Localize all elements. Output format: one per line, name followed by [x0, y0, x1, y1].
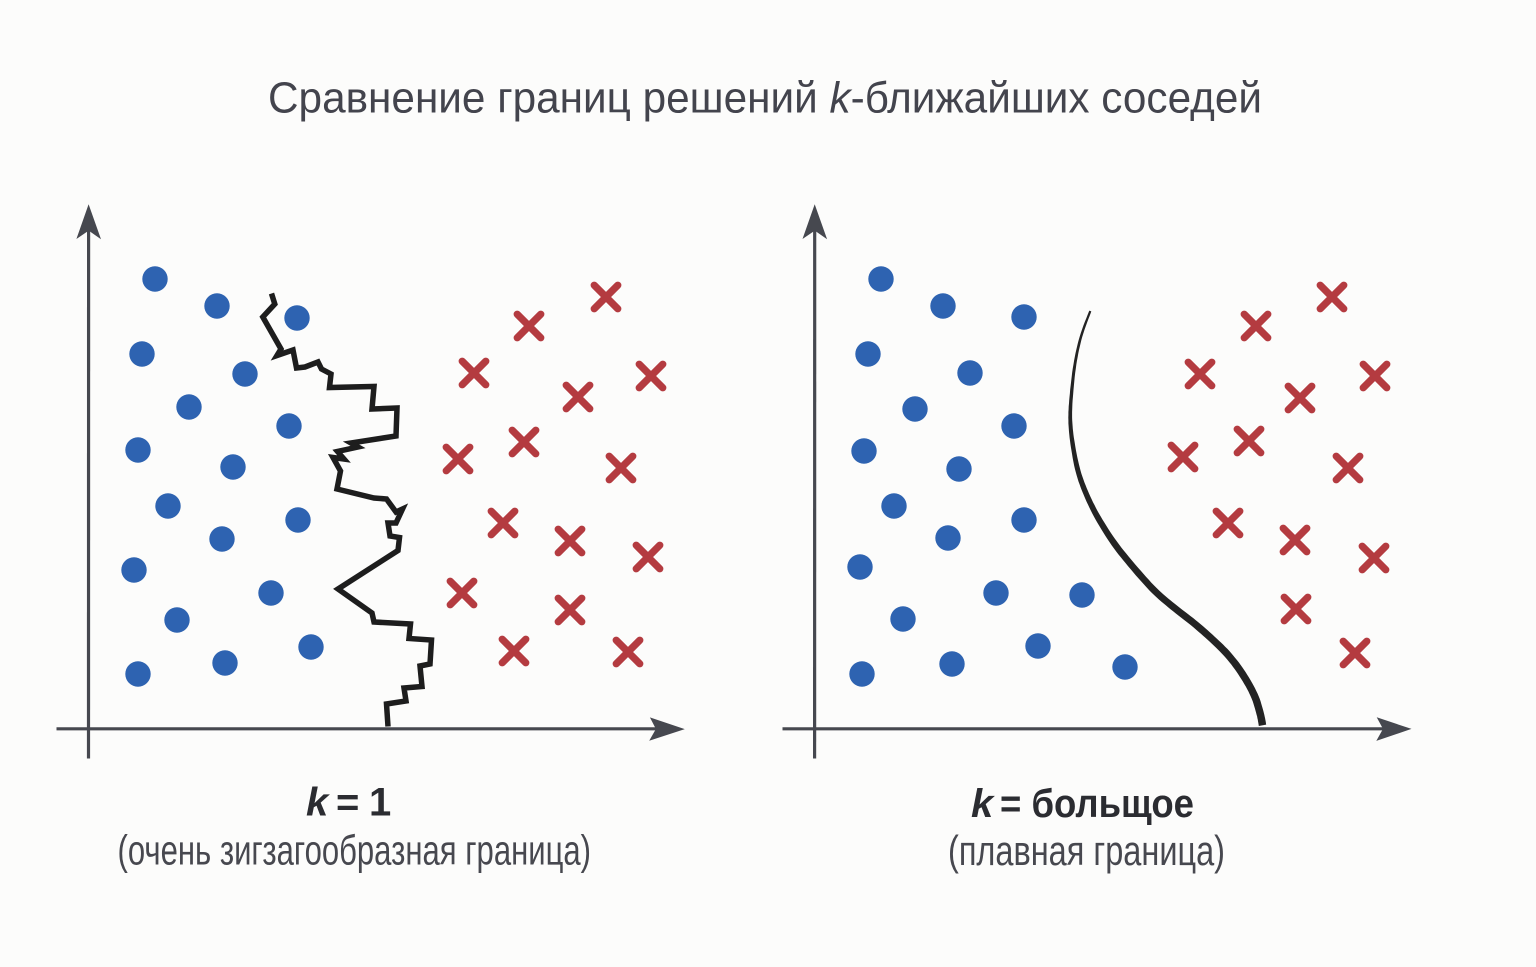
- svg-text:k: k: [971, 782, 995, 826]
- svg-text:= больщое: = больщое: [1000, 782, 1194, 826]
- svg-text:(плавная граница): (плавная граница): [948, 827, 1225, 874]
- svg-text:Сравнение границ решений k-бли: Сравнение границ решений k-ближайших сос…: [268, 75, 1262, 123]
- svg-text:=: =: [336, 781, 359, 825]
- svg-text:(очень зигзагообразная граница: (очень зигзагообразная граница): [118, 827, 592, 874]
- svg-text:1: 1: [369, 781, 391, 825]
- svg-text:k: k: [306, 781, 330, 825]
